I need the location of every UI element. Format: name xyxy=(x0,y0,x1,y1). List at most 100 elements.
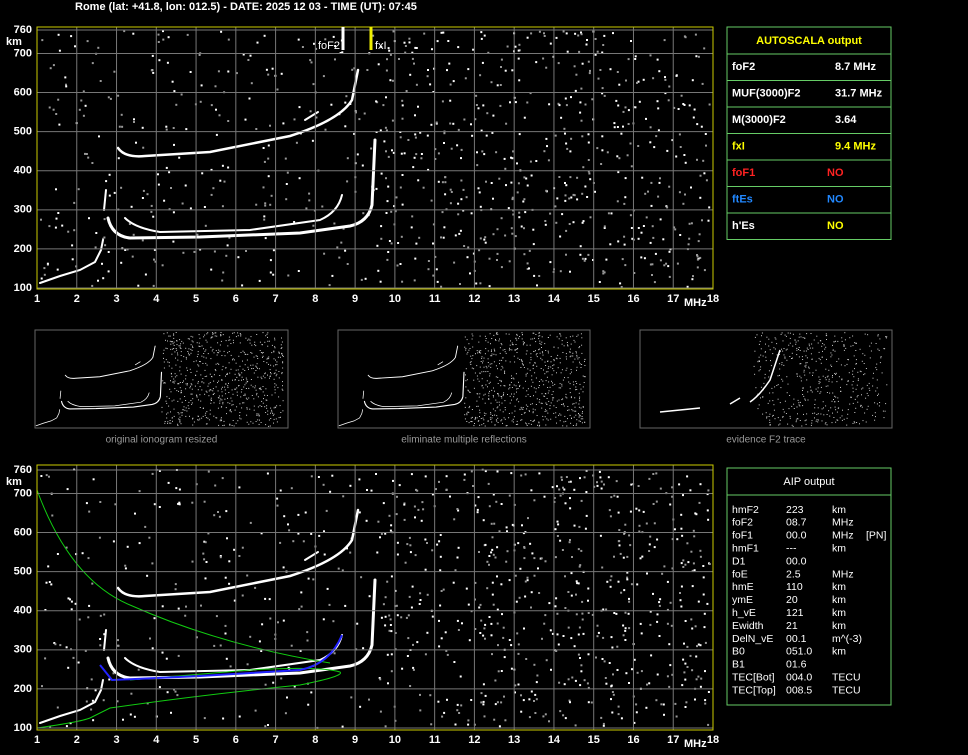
noise-dot xyxy=(601,566,604,569)
noise-dot xyxy=(675,155,678,158)
thumbnail-dot xyxy=(488,365,490,367)
thumbnail-dot xyxy=(190,400,192,401)
noise-dot xyxy=(389,53,392,56)
noise-dot xyxy=(184,184,187,187)
noise-dot xyxy=(84,152,86,155)
x-tick-label: 12 xyxy=(468,293,480,305)
noise-dot xyxy=(561,478,563,481)
noise-dot xyxy=(345,95,348,98)
thumbnail-dot xyxy=(850,396,852,398)
thumbnail-dot xyxy=(255,345,257,347)
aip-cell: 20 xyxy=(786,594,798,606)
thumbnail-dot xyxy=(880,357,882,359)
noise-dot xyxy=(481,150,484,153)
aip-cell: km xyxy=(832,607,846,619)
thumbnail-dot xyxy=(835,421,837,423)
noise-dot xyxy=(403,152,406,155)
thumbnail-dot xyxy=(561,383,563,385)
thumbnail-dot xyxy=(473,387,475,389)
noise-dot xyxy=(657,195,660,198)
thumbnail-dot xyxy=(268,340,270,342)
noise-dot xyxy=(99,501,102,503)
thumbnail-dot xyxy=(534,409,536,411)
thumbnail-dot xyxy=(868,382,870,384)
thumbnail-dot xyxy=(820,386,822,388)
noise-dot xyxy=(261,623,264,626)
aip-cell: 008.5 xyxy=(786,684,812,696)
noise-dot xyxy=(491,593,494,596)
thumbnail-dot xyxy=(573,384,575,386)
thumbnail-dot xyxy=(227,386,229,388)
noise-dot xyxy=(582,166,585,169)
noise-dot xyxy=(649,623,652,626)
noise-dot xyxy=(456,508,459,510)
thumbnail-dot xyxy=(578,392,580,394)
thumbnail-dot xyxy=(481,371,483,373)
thumbnail-dot xyxy=(485,338,487,339)
noise-dot xyxy=(107,96,110,99)
noise-dot xyxy=(332,620,335,623)
noise-dot xyxy=(699,685,702,688)
thumbnail-dot xyxy=(179,387,181,389)
noise-dot xyxy=(545,659,548,662)
noise-dot xyxy=(601,92,604,95)
noise-dot xyxy=(238,555,241,557)
thumbnail-dot xyxy=(279,405,281,407)
noise-dot xyxy=(228,560,231,563)
thumbnail-caption: original ionogram resized xyxy=(106,435,218,446)
noise-dot xyxy=(254,709,257,712)
thumbnail-dot xyxy=(803,350,805,352)
thumbnail-dot xyxy=(198,342,200,344)
noise-dot xyxy=(479,205,482,208)
noise-dot xyxy=(556,197,559,200)
thumbnail-dot xyxy=(520,367,522,368)
thumbnail-dot xyxy=(487,386,488,388)
noise-dot xyxy=(474,581,477,584)
thumbnail-dot xyxy=(535,334,537,335)
thumbnail-frame xyxy=(639,329,893,429)
noise-dot xyxy=(671,673,674,676)
noise-dot xyxy=(75,265,78,268)
noise-dot xyxy=(570,137,573,140)
thumbnail-dot xyxy=(541,393,543,395)
thumbnail-dot xyxy=(862,387,864,389)
noise-dot xyxy=(404,561,407,564)
noise-dot xyxy=(399,136,402,139)
thumbnail-dot xyxy=(543,395,545,397)
x-tick-label: 15 xyxy=(588,293,600,305)
noise-dot xyxy=(648,682,651,685)
thumbnail-dot xyxy=(536,365,538,367)
noise-dot xyxy=(366,489,368,491)
thumbnail-dot xyxy=(533,395,534,397)
thumbnail-dot xyxy=(775,338,777,340)
thumbnail-dot xyxy=(766,417,768,419)
thumbnail-trace xyxy=(338,345,465,427)
thumbnail-dot xyxy=(497,417,499,419)
noise-dot xyxy=(679,599,682,602)
thumbnail-dot xyxy=(225,367,227,369)
thumbnail-dot xyxy=(478,341,480,343)
thumbnail-dot xyxy=(504,371,505,373)
thumbnail-dot xyxy=(546,403,548,405)
aip-cell: TECU xyxy=(832,684,861,696)
noise-dot xyxy=(646,572,648,575)
thumbnail-dot xyxy=(507,394,508,395)
thumbnail-dot xyxy=(488,398,490,399)
thumbnail-dot xyxy=(203,356,205,358)
noise-dot xyxy=(498,530,501,533)
noise-dot xyxy=(440,31,443,34)
noise-dot xyxy=(484,694,487,697)
thumbnail-dot xyxy=(567,377,569,379)
noise-dot xyxy=(44,657,47,660)
noise-dot xyxy=(623,243,626,246)
thumbnail-dot xyxy=(535,354,537,356)
noise-dot xyxy=(568,481,571,483)
noise-dot xyxy=(498,177,501,180)
noise-dot xyxy=(384,725,387,728)
noise-dot xyxy=(573,645,576,648)
thumbnail-dot xyxy=(475,416,476,418)
noise-dot xyxy=(596,635,599,638)
noise-dot xyxy=(388,614,391,617)
thumbnail-dot xyxy=(825,422,827,424)
